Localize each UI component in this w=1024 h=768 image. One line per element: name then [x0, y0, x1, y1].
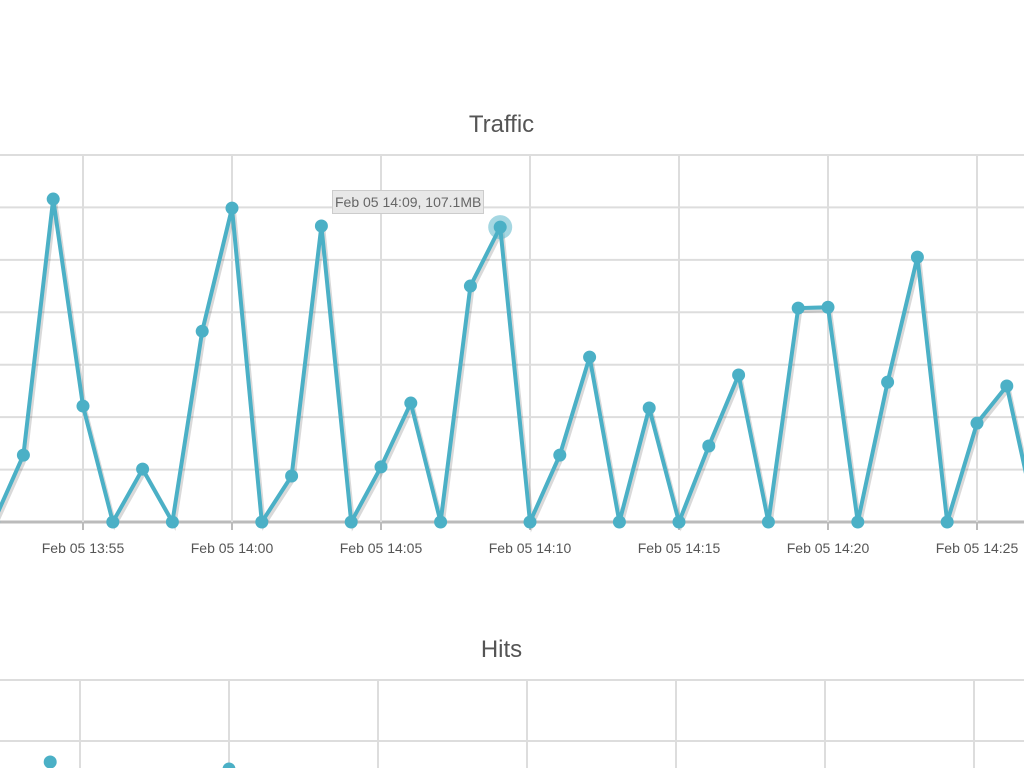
data-point — [136, 462, 150, 476]
data-point — [702, 439, 716, 453]
data-point — [642, 401, 656, 415]
data-point — [195, 324, 209, 338]
hits-data-point — [43, 755, 57, 768]
data-point — [76, 399, 90, 413]
data-point — [165, 515, 179, 529]
data-point — [583, 350, 597, 364]
tooltip: Feb 05 14:09, 107.1MB — [332, 190, 485, 214]
data-point — [881, 375, 895, 389]
x-tick-label: Feb 05 14:25 — [936, 540, 1019, 556]
data-point — [463, 279, 477, 293]
x-tick-label: Feb 05 14:15 — [638, 540, 721, 556]
traffic-series-line — [0, 197, 1024, 524]
data-point — [16, 448, 30, 462]
data-point — [314, 219, 328, 233]
data-point — [851, 515, 865, 529]
data-point — [374, 460, 388, 474]
data-point — [1000, 379, 1014, 393]
data-point — [940, 515, 954, 529]
traffic-chart-title: Traffic — [468, 111, 535, 138]
data-point — [821, 300, 835, 314]
x-tick-label: Feb 05 14:20 — [787, 540, 870, 556]
data-point — [553, 448, 567, 462]
data-point — [285, 469, 299, 483]
data-point — [732, 368, 746, 382]
data-point — [791, 301, 805, 315]
data-point — [493, 220, 507, 234]
x-tick-label: Feb 05 14:05 — [340, 540, 423, 556]
data-point — [910, 250, 924, 264]
x-tick-label: Feb 05 14:10 — [489, 540, 572, 556]
data-point — [672, 515, 686, 529]
data-point — [970, 416, 984, 430]
hits-data-point — [222, 762, 236, 768]
data-point — [344, 515, 358, 529]
hits-chart-title: Hits — [480, 636, 523, 663]
data-point — [255, 515, 269, 529]
x-tick-label: Feb 05 13:55 — [42, 540, 125, 556]
data-point — [523, 515, 537, 529]
data-point — [761, 515, 775, 529]
data-point — [612, 515, 626, 529]
x-tick-label: Feb 05 14:00 — [191, 540, 274, 556]
data-point — [404, 396, 418, 410]
data-point — [106, 515, 120, 529]
data-point — [225, 201, 239, 215]
data-point — [434, 515, 448, 529]
data-point — [46, 192, 60, 206]
